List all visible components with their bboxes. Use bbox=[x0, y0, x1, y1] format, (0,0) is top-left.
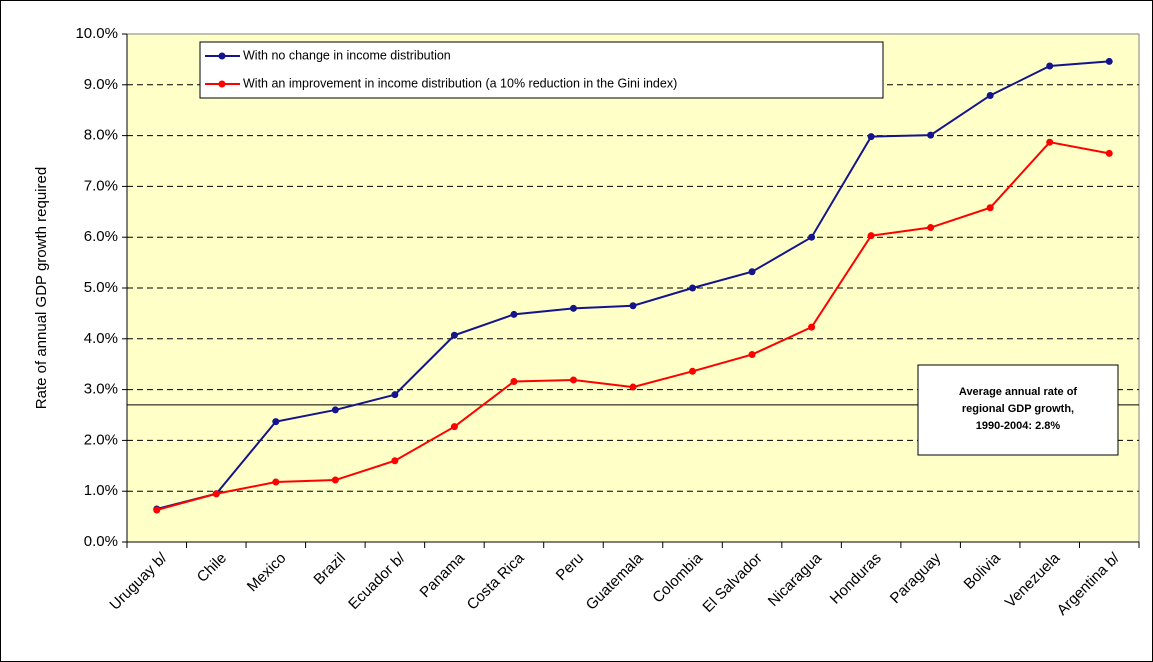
legend-label: With no change in income distribution bbox=[243, 48, 451, 62]
legend-marker bbox=[218, 80, 226, 88]
point bbox=[391, 457, 399, 465]
legend-marker bbox=[218, 52, 226, 60]
point bbox=[510, 310, 518, 318]
y-tick-label: 10.0% bbox=[75, 25, 118, 42]
annotation: 1990-2004: 2.8% bbox=[976, 420, 1061, 432]
y-tick-label: 3.0% bbox=[84, 381, 118, 398]
point bbox=[986, 204, 994, 212]
y-axis-label: Rate of annual GDP growth required bbox=[33, 167, 50, 409]
y-tick-label: 9.0% bbox=[84, 76, 118, 93]
point bbox=[450, 423, 458, 431]
y-tick-label: 0.0% bbox=[84, 533, 118, 550]
y-tick-label: 6.0% bbox=[84, 228, 118, 245]
point bbox=[629, 383, 637, 391]
point bbox=[450, 331, 458, 339]
point bbox=[331, 476, 339, 484]
point bbox=[629, 302, 637, 310]
y-tick-label: 5.0% bbox=[84, 279, 118, 296]
point bbox=[569, 376, 577, 384]
annotation: Average annual rate of bbox=[959, 386, 1078, 398]
point bbox=[272, 418, 280, 426]
point bbox=[153, 506, 161, 514]
point bbox=[748, 351, 756, 359]
point bbox=[689, 284, 697, 292]
point bbox=[867, 133, 875, 141]
point bbox=[808, 323, 816, 331]
point bbox=[808, 233, 816, 241]
y-tick-label: 8.0% bbox=[84, 127, 118, 144]
point bbox=[748, 268, 756, 276]
point bbox=[689, 367, 697, 375]
point bbox=[986, 91, 994, 99]
y-tick-label: 7.0% bbox=[84, 177, 118, 194]
y-tick-label: 2.0% bbox=[84, 431, 118, 448]
point bbox=[927, 131, 935, 139]
point bbox=[1105, 149, 1113, 157]
point bbox=[867, 232, 875, 240]
point bbox=[391, 391, 399, 399]
legend bbox=[199, 41, 884, 99]
legend-label: With an improvement in income distributi… bbox=[243, 76, 677, 90]
point bbox=[1046, 62, 1054, 70]
point bbox=[1105, 57, 1113, 65]
point bbox=[331, 406, 339, 414]
point bbox=[212, 490, 220, 498]
point bbox=[510, 377, 518, 385]
annotation: regional GDP growth, bbox=[962, 403, 1074, 415]
point bbox=[569, 304, 577, 312]
y-tick-label: 1.0% bbox=[84, 482, 118, 499]
annotation-box bbox=[917, 364, 1119, 456]
point bbox=[1046, 138, 1054, 146]
y-tick-label: 4.0% bbox=[84, 330, 118, 347]
point bbox=[927, 224, 935, 232]
point bbox=[272, 478, 280, 486]
